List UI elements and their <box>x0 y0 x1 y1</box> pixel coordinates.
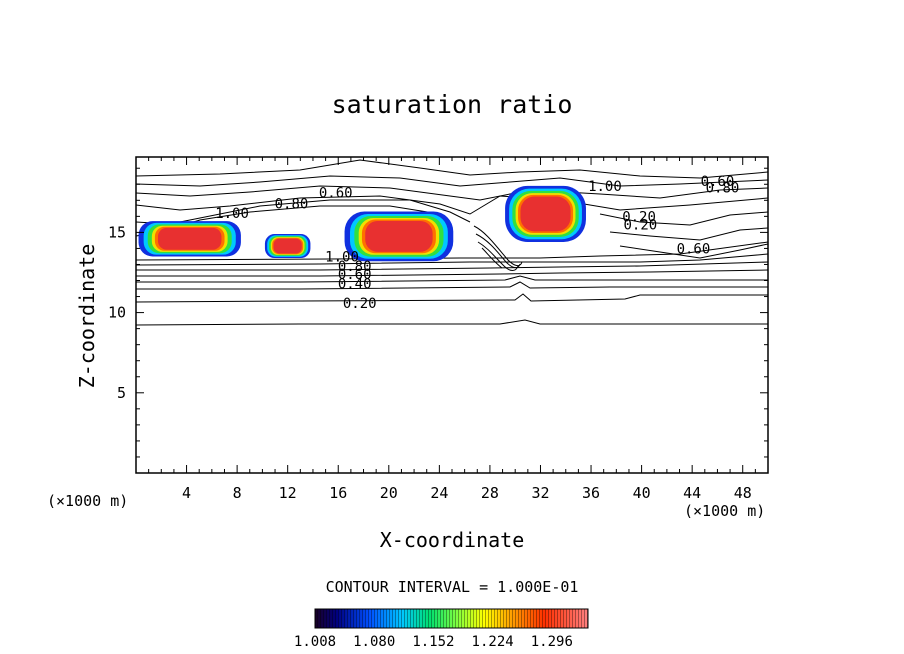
x-tick-labels: 4 8 12 16 20 24 28 32 36 40 44 48 <box>182 484 752 502</box>
x-tick-label: 24 <box>430 484 448 502</box>
colorbar-tick-label: 1.152 <box>412 634 454 650</box>
colorbar-tick-label: 1.080 <box>353 634 395 650</box>
contour-line <box>135 159 769 179</box>
contour-line <box>136 269 769 277</box>
contour-labels: 0.200.400.600.801.001.000.800.60 1.000.20… <box>215 174 739 312</box>
colorbar: 1.008 1.080 1.152 1.224 1.296 <box>294 608 589 650</box>
contour-line <box>135 195 769 215</box>
x-tick-label: 40 <box>633 484 651 502</box>
plot-frame <box>135 156 769 474</box>
supersaturation-region <box>505 185 586 243</box>
y-tick-label: 15 <box>108 223 126 241</box>
x-tick-label: 4 <box>182 484 191 502</box>
contour-line <box>599 211 769 226</box>
contour-line <box>136 275 768 283</box>
region-band <box>273 238 302 254</box>
x-tick-label: 8 <box>233 484 242 502</box>
region-band <box>157 227 222 250</box>
x-unit-left: (×1000 m) <box>47 492 128 510</box>
x-tick-label: 32 <box>531 484 549 502</box>
contour-label: 0.20 <box>623 217 657 233</box>
x-unit-right: (×1000 m) <box>684 502 765 520</box>
region-band <box>520 196 571 232</box>
x-tick-label: 48 <box>734 484 752 502</box>
x-axis-label: X-coordinate <box>380 528 525 552</box>
y-tick-labels: 5 10 15 <box>108 223 126 401</box>
region-band <box>365 220 433 252</box>
contour-line <box>135 175 769 187</box>
x-tick-label: 12 <box>279 484 297 502</box>
x-tick-label: 28 <box>481 484 499 502</box>
contour-label: 0.80 <box>338 259 372 275</box>
contour-label: 0.60 <box>677 241 711 257</box>
colorbar-tick-labels: 1.008 1.080 1.152 1.224 1.296 <box>294 634 573 650</box>
supersaturation-regions <box>138 185 586 262</box>
y-tick-label: 10 <box>108 304 126 322</box>
contour-line <box>135 293 768 303</box>
plot-area: 0.200.400.600.801.001.000.800.60 1.000.20… <box>135 156 769 474</box>
contour-line <box>135 319 768 326</box>
contour-line <box>609 227 769 241</box>
contour-line <box>136 281 768 290</box>
contour-label: 0.60 <box>319 185 353 201</box>
contour-line <box>135 253 769 266</box>
contour-line <box>136 261 769 271</box>
contour-label: 0.20 <box>343 296 377 312</box>
contour-label: 0.20 <box>622 209 656 225</box>
colorbar-stripes <box>315 609 588 628</box>
x-tick-label: 36 <box>582 484 600 502</box>
contour-label: 1.00 <box>325 249 359 265</box>
supersaturation-region <box>344 211 454 262</box>
supersaturation-region <box>264 233 311 259</box>
supersaturation-region <box>138 221 241 257</box>
contour-label: 0.60 <box>701 174 735 190</box>
contour-line <box>477 241 519 271</box>
contour-label: 0.80 <box>706 180 740 196</box>
contour-lines <box>135 159 769 326</box>
axis-ticks <box>136 157 768 473</box>
contour-line <box>135 185 769 201</box>
x-tick-label: 20 <box>380 484 398 502</box>
y-tick-label: 5 <box>117 384 126 402</box>
x-tick-label: 44 <box>683 484 701 502</box>
x-tick-label: 16 <box>329 484 347 502</box>
contour-line <box>481 247 503 269</box>
y-axis-label: Z-coordinate <box>75 244 99 389</box>
contour-label: 0.60 <box>338 267 372 283</box>
contour-line <box>619 243 769 259</box>
contour-line <box>135 241 769 261</box>
contour-label: 0.80 <box>275 197 309 213</box>
colorbar-tick-label: 1.008 <box>294 634 336 650</box>
contour-interval-text: CONTOUR INTERVAL = 1.000E-01 <box>326 578 579 596</box>
contour-label: 0.40 <box>338 277 372 293</box>
colorbar-tick-label: 1.296 <box>531 634 573 650</box>
contour-label: 1.00 <box>588 179 622 195</box>
colorbar-tick-label: 1.224 <box>472 634 514 650</box>
chart-title: saturation ratio <box>332 90 573 119</box>
contour-label: 1.00 <box>215 206 249 222</box>
